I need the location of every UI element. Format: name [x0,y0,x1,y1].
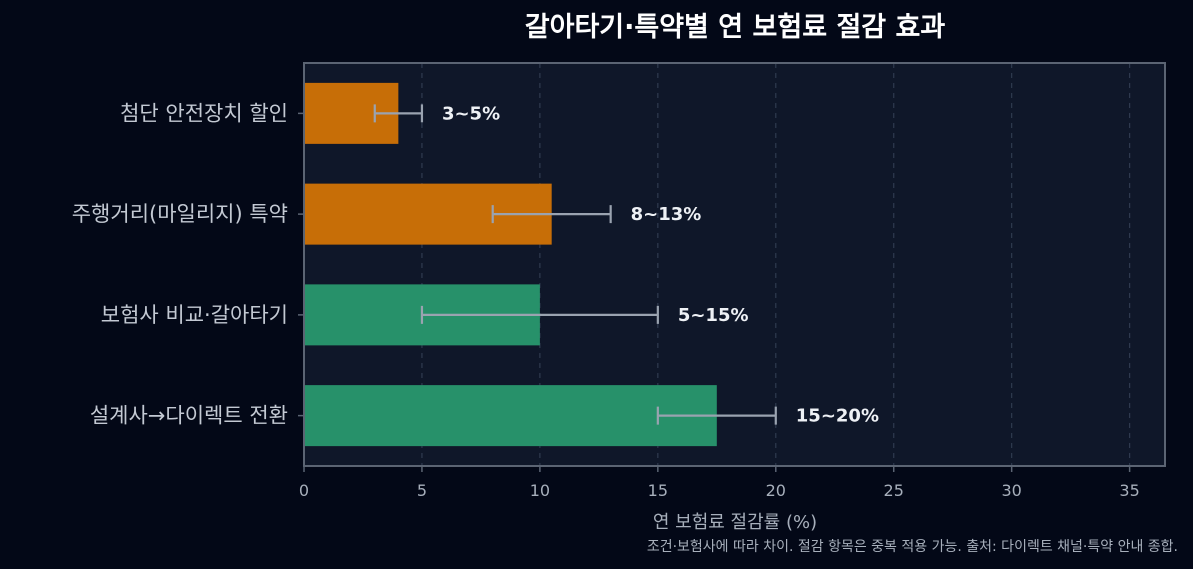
chart-title: 갈아타기·특약별 연 보험료 절감 효과 [525,12,946,43]
x-tick-label: 15 [648,481,668,500]
x-axis-ticks: 0 5 10 15 20 25 30 35 [299,466,1140,500]
data-label: 3~5% [442,103,500,124]
data-label: 15~20% [796,406,879,427]
x-axis-title: 연 보험료 절감률 (%) [653,512,817,533]
category-label: 설계사→다이렉트 전환 [90,404,288,428]
x-tick-label: 35 [1119,481,1139,500]
data-label: 5~15% [678,305,749,326]
category-label: 주행거리(마일리지) 특약 [72,202,288,226]
x-tick-label: 20 [766,481,786,500]
category-label: 보험사 비교·갈아타기 [101,303,288,327]
data-label: 8~13% [631,204,702,225]
footnote: 조건·보험사에 따라 차이. 절감 항목은 중복 적용 가능. 출처: 다이렉트… [647,539,1178,555]
x-tick-label: 30 [1001,481,1021,500]
bar [304,385,717,447]
error-bars [373,104,777,425]
data-labels: 3~5% 8~13% 5~15% 15~20% [442,103,879,426]
plot-frame [303,62,1166,467]
x-tick-label: 5 [417,481,427,500]
x-tick-label: 0 [299,481,309,500]
grid-lines [421,63,1131,466]
x-tick-label: 10 [530,481,550,500]
x-tick-label: 25 [884,481,904,500]
category-label: 첨단 안전장치 할인 [120,101,288,125]
